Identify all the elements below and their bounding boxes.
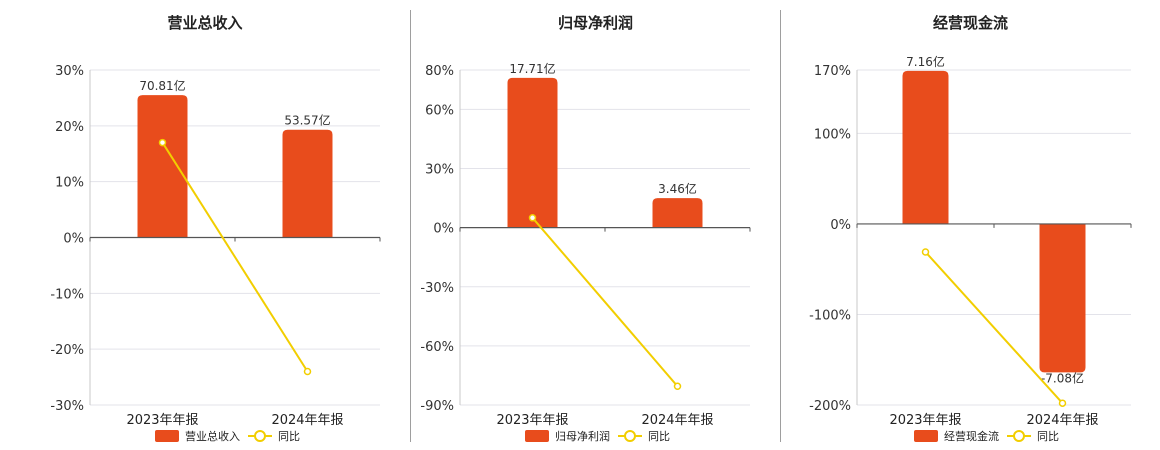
net-profit-chart: 80% 60% 30% 0% -30% -60% -90% 17.71亿 3.46亿 2023年年… [420,61,751,443]
revenue-chart-panel: 营业总收入 30% 20% 10% 0% -10% -20% -30% 70.81亿 53.57… [0,0,410,450]
y-tick-label: -30% [420,281,454,296]
y-tick-label: -30% [50,399,84,414]
bar [507,77,558,228]
category-label: 2023年年报 [889,413,961,428]
y-tick-label: -100% [809,308,851,323]
panel-divider [780,10,781,442]
panel-divider [410,10,411,442]
yoy-line [161,142,309,373]
category-label: 2023年年报 [126,413,198,428]
operating-cashflow-chart-panel: 经营现金流 170% 100% 0% -100% -200% 7.16亿 -7.08亿 202… [781,0,1160,450]
yoy-point [303,367,312,376]
y-tick-label: -60% [420,340,454,355]
yoy-point [158,138,167,147]
legend-label: 同比 [648,430,670,443]
legend-bar-swatch [155,430,179,442]
yoy-line [924,251,1064,404]
legend-label: 同比 [1037,430,1059,443]
bar [282,129,333,238]
legend-label: 归母净利润 [555,429,610,443]
category-label: 2024年年报 [271,413,343,428]
legend-bar-swatch [525,430,549,442]
legend-bar-swatch [914,430,938,442]
y-tick-label: 0% [63,232,84,247]
legend-line-marker [254,430,266,442]
y-tick-label: 100% [814,127,851,142]
bar-value-label: 7.16亿 [906,54,945,69]
y-tick-label: 10% [55,176,84,191]
y-tick-label: -90% [420,399,454,414]
y-tick-label: 20% [55,120,84,135]
legend-line-marker [1013,430,1025,442]
yoy-point [1058,399,1067,407]
yoy-point [673,382,682,391]
net-profit-chart-panel: 归母净利润 80% 60% 30% 0% -30% -60% -90% 17.71亿 3.46亿… [411,0,780,450]
chart-title: 经营现金流 [932,14,1008,32]
y-tick-label: 60% [425,103,454,118]
yoy-point [528,214,537,222]
bar-value-label: 53.57亿 [284,113,330,128]
category-label: 2024年年报 [1026,413,1098,428]
y-tick-label: 0% [433,222,454,237]
bar-value-label: 17.71亿 [509,61,555,76]
bar-value-label: 70.81亿 [139,78,185,93]
operating-cashflow-chart: 170% 100% 0% -100% -200% 7.16亿 -7.08亿 2023年年报 20… [809,54,1132,443]
y-tick-label: -20% [50,343,84,358]
y-tick-label: 170% [814,64,851,79]
bar-value-label: 3.46亿 [658,181,697,196]
y-tick-label: 80% [425,64,454,79]
yoy-point [921,248,930,256]
y-tick-label: -10% [50,287,84,302]
bar [137,95,188,238]
legend-label: 同比 [278,430,300,443]
category-label: 2024年年报 [641,413,713,428]
y-tick-label: 0% [830,218,851,233]
bar [1039,223,1086,373]
legend-line-marker [624,430,636,442]
revenue-chart: 30% 20% 10% 0% -10% -20% -30% 70.81亿 53.57亿 2023年… [50,64,381,443]
bar-value-label: -7.08亿 [1041,370,1084,385]
category-label: 2023年年报 [496,413,568,428]
legend-label: 经营现金流 [944,429,999,443]
y-tick-label: 30% [425,163,454,178]
yoy-line [531,217,679,387]
chart-title: 营业总收入 [167,14,243,32]
chart-title: 归母净利润 [557,14,633,32]
y-tick-label: 30% [55,64,84,79]
y-tick-label: -200% [809,399,851,414]
legend-label: 营业总收入 [185,429,240,443]
bar [902,70,949,224]
bar [652,198,703,228]
